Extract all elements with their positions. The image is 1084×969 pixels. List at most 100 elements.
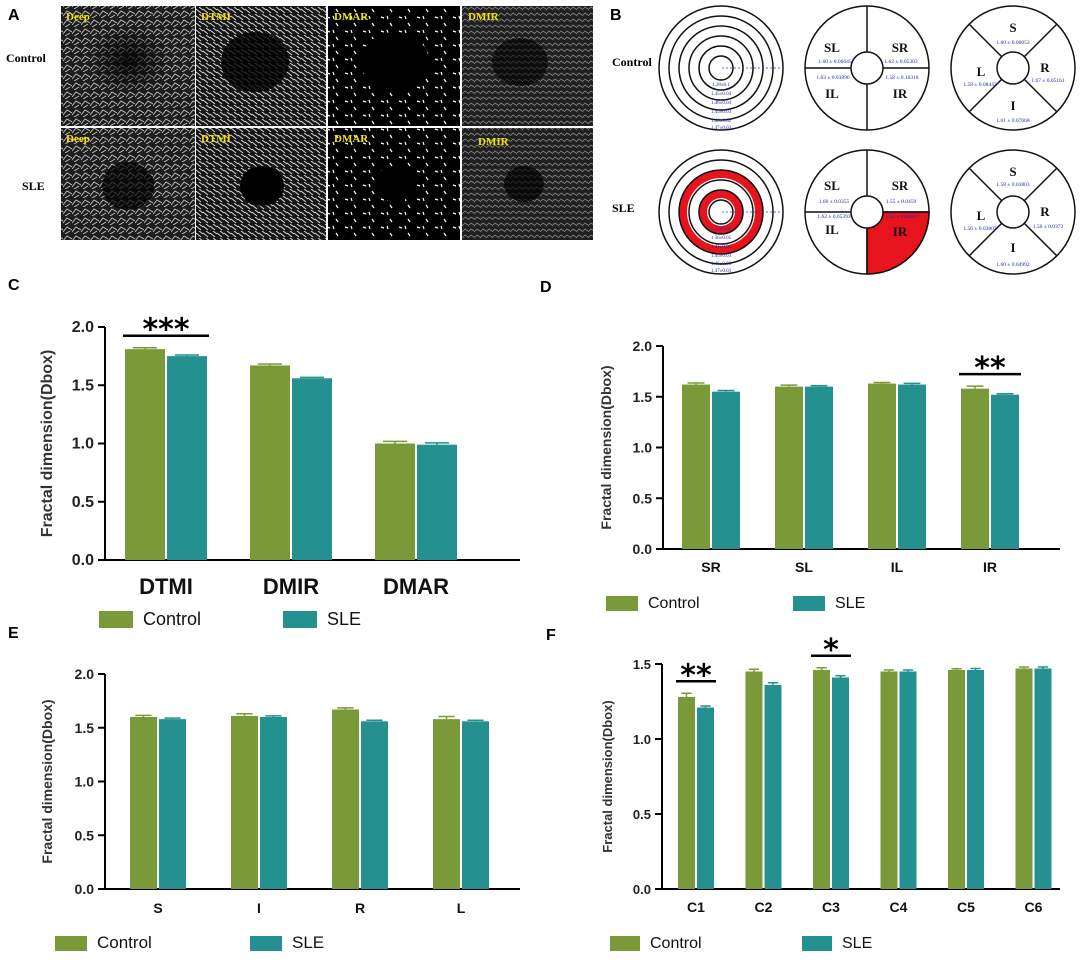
panel-e-legend-label-sle: SLE <box>292 933 324 952</box>
panel-c-legend-swatch-sle <box>283 611 317 628</box>
panel-f-bar-control-c3 <box>813 670 830 889</box>
sector-label-r-control: R <box>1040 60 1050 75</box>
panel-c-y-tick-label: 0.5 <box>72 494 94 511</box>
ring-value-c2-control: 1.45±0.04 <box>711 92 732 97</box>
panel-d-legend-swatch-sle <box>793 596 825 611</box>
panel-f-bar-sle-c5 <box>967 670 984 889</box>
panel-d-bar-sle-ir <box>991 394 1019 549</box>
panel-letter-c: C <box>8 277 20 294</box>
panel-d-y-tick-label: 1.5 <box>633 389 653 405</box>
quadrant-value-ir-control: 1.58 ± 0.10318 <box>885 75 919 81</box>
quadrant-value-il-control: 1.63 ± 0.03896 <box>816 75 850 81</box>
panel-b-row-label-control: Control <box>612 55 652 69</box>
sector-value-s-control: 1.60 ± 0.06053 <box>996 40 1030 46</box>
chart-panel-f: 0.0 0.5 1.0 1.5 Fractal dimension(Dbox) C1 C2 C… <box>600 633 1060 952</box>
sector-label-l-sle: L <box>977 208 986 223</box>
panel-e-category-label: L <box>457 900 466 916</box>
panel-f-bar-sle-c4 <box>899 671 917 889</box>
sector-label-i-control: I <box>1010 98 1015 113</box>
panel-f-legend-swatch-control <box>610 936 640 951</box>
sector-value-r-control: 1.67 ± 0.05161 <box>1031 78 1065 84</box>
panel-d-category-label: IR <box>983 559 997 575</box>
octa-image-control-dmar: DMAR <box>328 6 460 126</box>
panel-e-category-label: S <box>153 900 162 916</box>
panel-c-bar-control-dtmi <box>125 349 165 560</box>
panel-f-significance-marker: ** <box>680 658 712 693</box>
panel-e-legend-swatch-sle <box>250 936 282 951</box>
panel-f-bar-sle-c3 <box>832 677 849 889</box>
panel-c-y-axis-label: Fractal dimension(Dbox) <box>39 350 56 538</box>
quadrant-label-sl-control: SL <box>824 40 840 55</box>
panel-a-row-label-sle: SLE <box>22 179 45 193</box>
octa-image-control-dmir: DMIR <box>462 6 593 126</box>
panel-f-bar-sle-c1 <box>697 707 714 889</box>
octa-image-sle-dmar: DMAR <box>328 128 460 240</box>
panel-f-legend-swatch-sle <box>802 936 832 951</box>
panel-c-bar-control-dmar <box>375 443 415 560</box>
ring-value-c6-control: 1.47±0.03 <box>711 126 732 131</box>
panel-e-bar-control-l <box>433 719 460 889</box>
panel-c-category-label: DMAR <box>383 574 449 599</box>
quadrant-value-sr-control: 1.62 ± 0.05303 <box>884 59 918 65</box>
panel-b-row-label-sle: SLE <box>612 201 635 215</box>
panel-d-y-tick-label: 0.5 <box>633 490 653 506</box>
panel-d-bar-sle-sr <box>712 391 740 549</box>
panel-e-bar-control-i <box>231 715 258 889</box>
panel-f-y-tick-label: 0.0 <box>633 882 651 897</box>
panel-f-significance-marker: * <box>823 633 839 668</box>
quadrant-label-il-sle: IL <box>825 222 839 237</box>
panel-d-y-tick-label: 0.0 <box>633 541 653 557</box>
panel-d-category-label: IL <box>891 559 904 575</box>
sector-diagram-sle: S L R I 1.58 ± 0.03803 1.56 ± 0.03807 1.… <box>950 149 1076 275</box>
panel-d-legend-label-control: Control <box>648 595 700 612</box>
sector-label-r-sle: R <box>1040 204 1050 219</box>
chart-panel-c: 0.0 0.5 1.0 1.5 2.0 Fractal dimension(Dbox) DT… <box>39 313 520 629</box>
panel-d-bar-control-ir <box>961 388 989 549</box>
octa-image-sle-dmir: DMIR <box>462 128 593 240</box>
panel-d-y-tick-label: 2.0 <box>633 338 653 354</box>
quadrant-label-sr-control: SR <box>892 40 909 55</box>
chart-panel-e: 0.0 0.5 1.0 1.5 2.0 Fractal dimension(Dbox) S I… <box>39 666 520 952</box>
image-label-dtmi: DTMI <box>201 11 231 23</box>
panel-c-y-tick-label: 1.0 <box>72 436 94 453</box>
quadrant-label-ir-control: IR <box>893 86 908 101</box>
panel-d-y-axis-label: Fractal dimension(Dbox) <box>598 365 614 529</box>
panel-e-y-tick-label: 1.0 <box>75 774 95 790</box>
panel-c-legend-label-control: Control <box>143 609 201 629</box>
panel-f-bar-control-c4 <box>880 671 898 889</box>
quadrant-value-ir-sle: 1.52 ± 0.03037 <box>885 214 919 220</box>
panel-a-row-label-control: Control <box>6 51 46 65</box>
sector-value-r-sle: 1.56 ± 0.0372 <box>1033 224 1064 230</box>
panel-d-bar-sle-il <box>898 384 926 549</box>
panel-f-y-tick-label: 1.0 <box>633 732 651 747</box>
panel-e-bar-sle-s <box>159 719 186 889</box>
image-label-deep: Deep <box>66 11 90 23</box>
ring-value-c4-control: 1.45±0.03 <box>711 110 732 115</box>
panel-e-y-tick-label: 0.0 <box>75 881 95 897</box>
sector-value-l-sle: 1.56 ± 0.03807 <box>963 226 997 232</box>
ring-value-c3-sle: 1.41±0.04 <box>711 245 732 250</box>
panel-c-y-tick-label: 0.0 <box>72 552 94 569</box>
quadrant-label-sr-sle: SR <box>892 178 909 193</box>
panel-c-bar-sle-dmar <box>417 444 457 560</box>
panel-f-category-label: C6 <box>1025 899 1043 915</box>
sector-label-i-sle: I <box>1010 240 1015 255</box>
panel-d-legend-label-sle: SLE <box>835 595 865 612</box>
ring-value-c5-control: 1.46±0.02 <box>711 119 732 124</box>
panel-e-category-label: R <box>355 900 365 916</box>
sector-label-l-control: L <box>977 64 986 79</box>
sector-value-i-sle: 1.60 ± 0.04992 <box>996 262 1030 268</box>
quadrant-value-sr-sle: 1.55 ± 0.0459 <box>886 199 917 205</box>
ring-value-c3-control: 1.46±0.04 <box>711 101 732 106</box>
ring-value-c2-sle: 1.36±0.05 <box>711 236 732 241</box>
panel-c-bar-sle-dtmi <box>167 356 207 560</box>
octa-image-control-deep: Deep <box>61 6 195 126</box>
panel-d-category-label: SL <box>795 559 813 575</box>
image-label-dmir-sle: DMIR <box>478 136 510 148</box>
panel-d-legend-swatch-control <box>606 596 638 611</box>
image-label-deep-sle: Deep <box>66 133 90 145</box>
panel-a: Control SLE Deep DTMI DMAR DMIR Deep <box>6 6 593 240</box>
panel-letters: A B C D E F <box>8 7 622 644</box>
quadrant-value-il-sle: 1.62 ± 0.05393 <box>817 214 851 220</box>
